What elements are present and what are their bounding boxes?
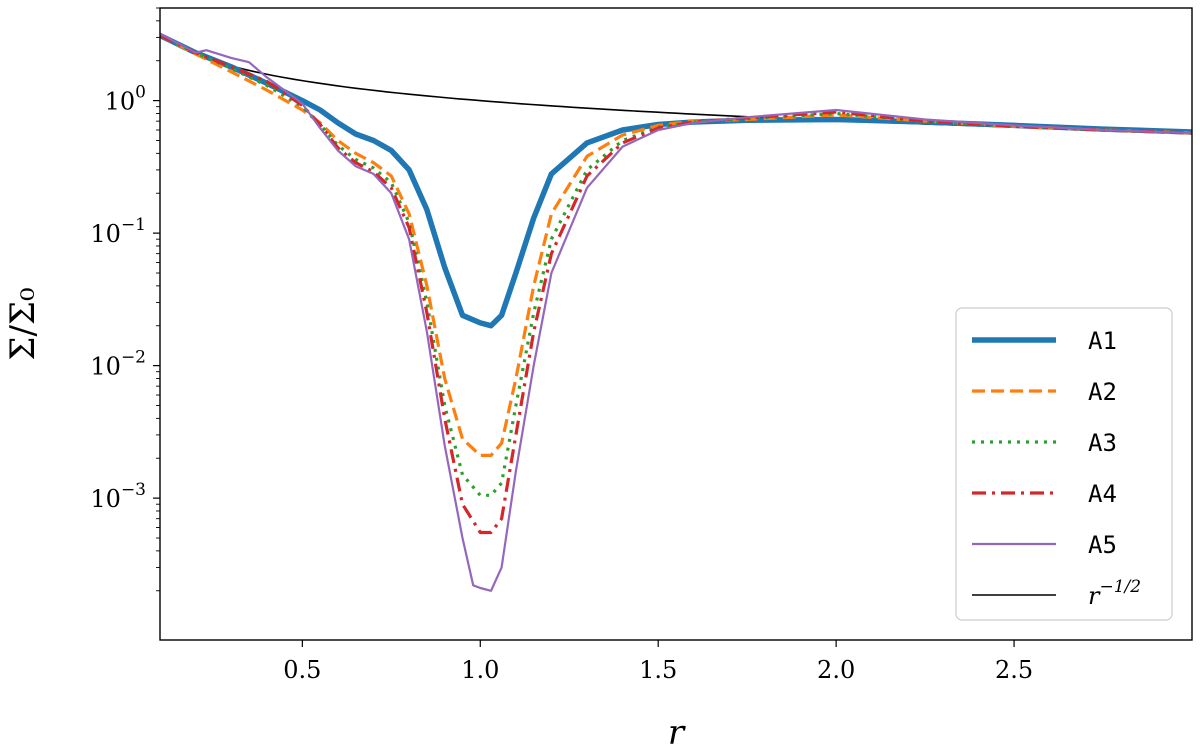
legend-label: A4 [1088,480,1117,508]
x-tick-label: 2.5 [995,656,1033,684]
series-line-a4 [160,34,1192,535]
legend-label: A2 [1088,378,1117,406]
y-tick-label: 10−2 [90,348,146,381]
legend-label: A5 [1088,531,1117,559]
series-line-a1 [160,33,1192,329]
legend: A1 A2 A3 A4 A5 r−1/2 [955,307,1173,621]
legend-label: r−1/2 [1088,577,1141,610]
x-tick-label: 1.5 [639,656,677,684]
y-axis-label: Σ/Σ₀ [3,287,43,360]
legend-label: A1 [1088,327,1117,355]
y-tick-label: 10−3 [90,480,146,513]
series-layer [160,32,1192,592]
plot-frame [159,7,1193,641]
legend-box [955,307,1173,621]
x-tick-label: 2.0 [817,656,855,684]
x-tick-label: 0.5 [283,656,321,684]
x-axis-label: r [668,713,686,751]
y-tick-label: 10−1 [90,215,146,248]
x-tick-label: 1.0 [461,656,499,684]
legend-label: A3 [1088,429,1117,457]
ticks-layer: 0.5 1.0 1.5 2.0 2.5 100 10−1 10−2 10−3 [90,7,1033,684]
y-tick-label: 100 [105,83,146,116]
series-line-a5 [160,32,1192,592]
